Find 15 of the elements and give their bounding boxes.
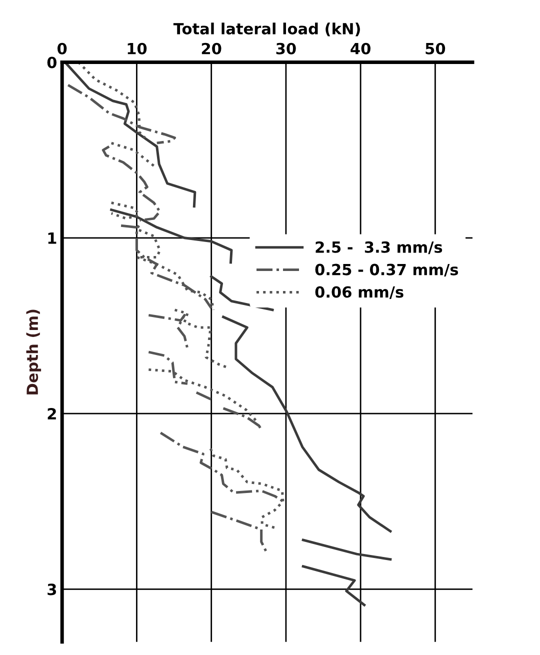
x-tick-label: 10 bbox=[128, 42, 147, 54]
y-axis-title: Depth (m) bbox=[26, 310, 42, 394]
x-tick-label: 40 bbox=[350, 42, 370, 54]
x-tick-label: 50 bbox=[426, 42, 446, 54]
legend-label: 2.5 - 3.3 mm/s bbox=[316, 241, 442, 254]
y-tick-label: 1 bbox=[48, 232, 56, 244]
x-tick-label: 30 bbox=[276, 42, 296, 54]
legend-label: 0.25 - 0.37 mm/s bbox=[315, 264, 458, 277]
y-tick-label: 0 bbox=[47, 56, 57, 68]
legend-label: 0.06 mm/s bbox=[315, 286, 404, 299]
y-tick-label: 3 bbox=[48, 584, 56, 596]
x-axis-title: Total lateral load (kN) bbox=[173, 22, 360, 36]
x-tick-label: 0 bbox=[58, 42, 67, 54]
x-tick-label: 20 bbox=[202, 42, 222, 54]
y-tick-label: 2 bbox=[48, 408, 56, 420]
